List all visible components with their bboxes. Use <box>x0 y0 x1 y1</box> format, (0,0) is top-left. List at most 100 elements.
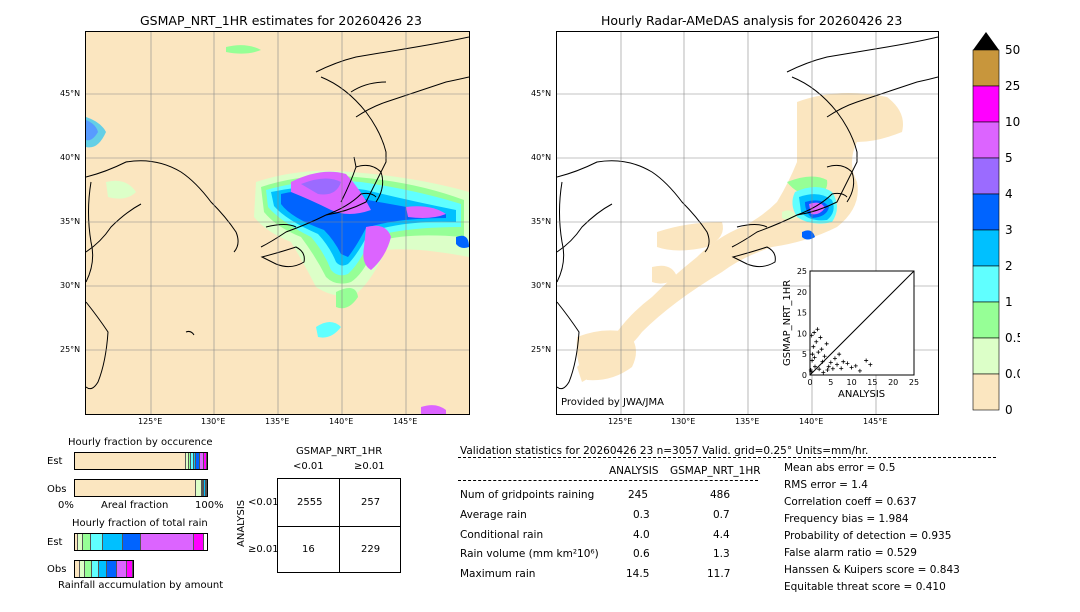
occurrence-obs-segment <box>204 480 206 496</box>
total-rain-est-segment <box>90 534 103 550</box>
occurrence-row-est: Est <box>47 456 63 467</box>
scatter-point <box>822 354 827 359</box>
contingency-row-lt: <0.01 <box>248 497 279 508</box>
scatter-xtick: 25 <box>909 378 919 387</box>
validation-divider <box>458 457 996 458</box>
left-coastlines <box>86 36 469 390</box>
scatter-xtick: 10 <box>847 378 857 387</box>
scatter-point <box>818 335 823 340</box>
contingency-cell-b: 257 <box>361 497 381 508</box>
scatter-point <box>868 362 873 367</box>
total-rain-est-segment <box>122 534 141 550</box>
occurrence-est-segment <box>196 453 201 469</box>
stat-gsmap-1: 0.7 <box>713 509 730 521</box>
stat-analysis-3: 0.6 <box>633 548 650 560</box>
occurrence-est-segment <box>200 453 205 469</box>
colorbar: 50 25 10 5 4 3 2 1 0.5 0.01 0 <box>972 32 1020 417</box>
contingency-cell-c: 16 <box>302 544 315 555</box>
total-rain-obs-segment <box>75 561 80 577</box>
total-rain-obs-segment <box>117 561 127 577</box>
col-analysis: ANALYSIS <box>609 465 659 477</box>
stat-label-2: Conditional rain <box>460 529 544 541</box>
scatter-plot: 00 5 5 10 10 15 15 20 20 25 25 <box>797 267 919 387</box>
total-rain-est-segment <box>75 534 78 550</box>
occurrence-est-segment <box>204 453 207 469</box>
scatter-point <box>835 362 840 367</box>
scatter-point <box>857 368 862 373</box>
provider-credit: Provided by JWA/JMA <box>561 397 664 408</box>
contingency-col-ge: ≥0.01 <box>354 461 385 472</box>
right-lat-45: 45°N <box>531 89 552 98</box>
occurrence-obs-segment <box>201 480 204 496</box>
scatter-diagonal <box>809 270 915 376</box>
contingency-cell-d: 229 <box>361 544 381 555</box>
scatter-point <box>830 366 835 371</box>
left-rain-field <box>86 45 469 414</box>
scatter-point <box>837 352 842 357</box>
colorbar-label: 2 <box>1005 259 1013 273</box>
scatter-ytick: 20 <box>797 288 807 297</box>
contingency-row-axis: ANALYSIS <box>236 499 247 547</box>
scatter-xlabel: ANALYSIS <box>838 389 886 400</box>
scatter-point <box>839 366 844 371</box>
total-rain-est-segment <box>82 534 91 550</box>
left-lon-130: 130°E <box>201 417 226 426</box>
left-map-canvas <box>86 32 469 414</box>
total-rain-xlabel: Rainfall accumulation by amount <box>58 580 224 591</box>
left-lat-25: 25°N <box>60 345 81 354</box>
colorbar-label: 0.01 <box>1005 367 1020 381</box>
occurrence-obs-segment <box>206 480 208 496</box>
stat-analysis-1: 0.3 <box>633 509 650 521</box>
colorbar-segment <box>972 121 1000 159</box>
scatter-point <box>809 369 814 374</box>
stat-analysis-4: 14.5 <box>626 568 650 580</box>
scatter-point <box>814 339 819 344</box>
scatter-point <box>828 360 833 365</box>
scatter-point <box>820 359 825 364</box>
colorbar-label: 0 <box>1005 403 1013 417</box>
scatter-point <box>849 365 854 370</box>
total-rain-obs-segment <box>79 561 85 577</box>
colorbar-label: 1 <box>1005 295 1013 309</box>
scatter-ytick: 5 <box>802 350 807 359</box>
scatter-point <box>853 363 858 368</box>
scatter-point <box>825 368 830 373</box>
total-rain-row-obs: Obs <box>47 564 67 575</box>
occurrence-obs-segment <box>75 480 197 496</box>
right-lat-30: 30°N <box>531 281 552 290</box>
scatter-point <box>864 358 869 363</box>
validation-header: Validation statistics for 20260426 23 n=… <box>460 445 869 457</box>
scatter-point <box>815 327 820 332</box>
scatter-point <box>811 344 816 349</box>
left-lat-35: 35°N <box>60 217 81 226</box>
scatter-xtick: 5 <box>828 378 833 387</box>
scatter-ytick: 10 <box>797 329 807 338</box>
scatter-xtick: 20 <box>888 378 898 387</box>
scatter-point <box>810 352 815 357</box>
occurrence-obs-segment <box>205 480 207 496</box>
stat-analysis-2: 4.0 <box>633 529 650 541</box>
scatter-xtick: 0 <box>807 378 812 387</box>
colorbar-segment <box>972 49 1000 87</box>
total-rain-est-segment <box>193 534 205 550</box>
scatter-point <box>832 356 837 361</box>
occurrence-est-segment <box>191 453 194 469</box>
colorbar-label: 50 <box>1005 43 1020 57</box>
total-rain-est-segment <box>77 534 83 550</box>
left-map-title: GSMAP_NRT_1HR estimates for 20260426 23 <box>140 13 422 28</box>
total-rain-title: Hourly fraction of total rain <box>72 518 208 529</box>
score-5: False alarm ratio = 0.529 <box>784 547 917 559</box>
right-lon-125: 125°E <box>608 417 633 426</box>
scatter-ytick: 0 <box>802 371 807 380</box>
scatter-point <box>812 330 817 335</box>
occurrence-xlabel: Areal fraction <box>101 500 169 511</box>
occurrence-tick-left: 0% <box>58 500 74 511</box>
stat-gsmap-4: 11.7 <box>707 568 731 580</box>
left-lon-140: 140°E <box>329 417 354 426</box>
occurrence-obs-bar <box>74 479 208 497</box>
scatter-point <box>810 358 815 363</box>
total-rain-est-segment <box>102 534 123 550</box>
colorbar-segment <box>972 157 1000 195</box>
occurrence-title: Hourly fraction by occurence <box>68 437 213 448</box>
validation-table-divider <box>458 480 758 481</box>
